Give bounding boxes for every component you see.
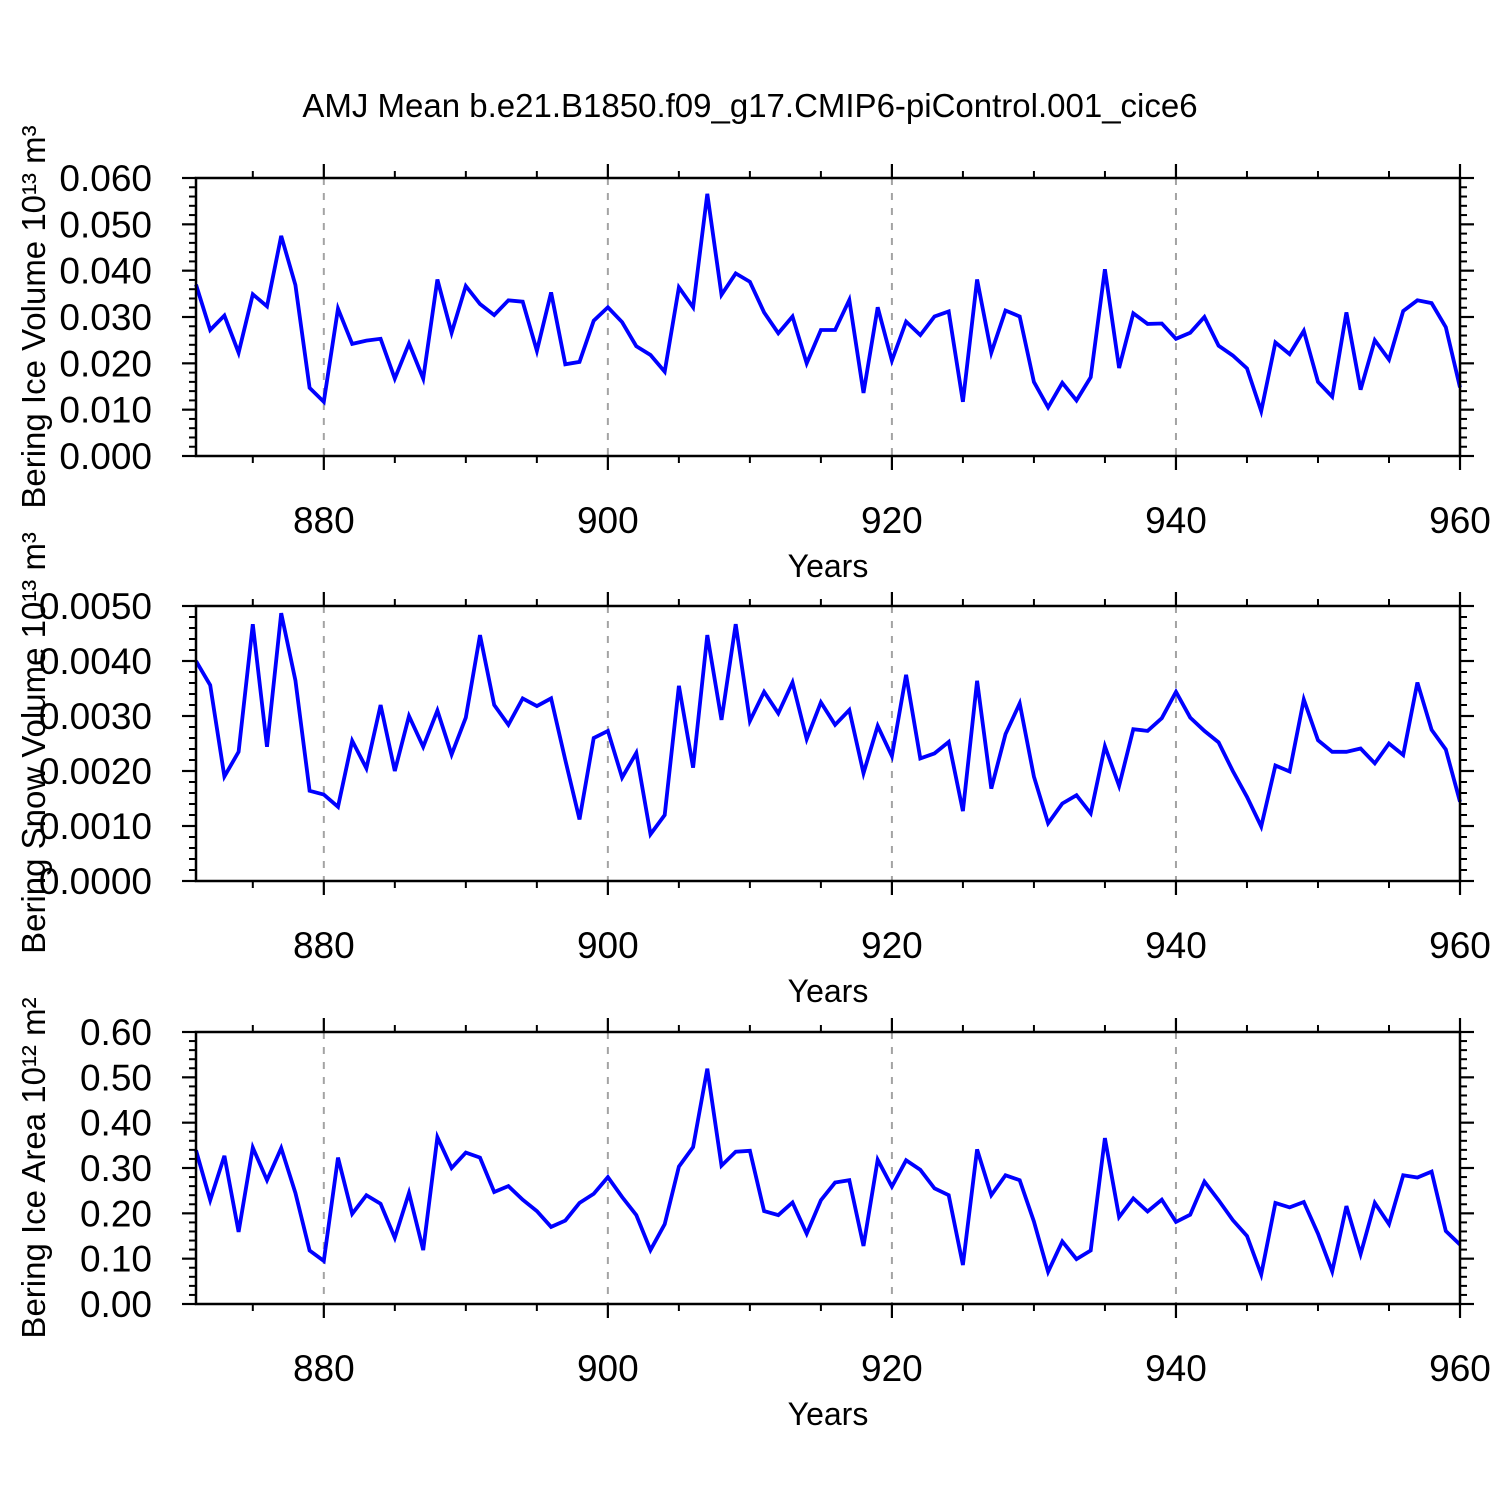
y-tick-label: 0.40	[80, 1103, 152, 1144]
x-tick-label: 920	[861, 925, 923, 966]
y-tick-label: 0.50	[80, 1057, 152, 1098]
x-tick-label: 940	[1145, 500, 1207, 541]
ice-volume-x-axis-title: Years	[788, 548, 869, 584]
x-tick-label: 920	[861, 500, 923, 541]
plot-box	[194, 1030, 1462, 1306]
y-tick-label: 0.0000	[39, 861, 152, 902]
x-tick-label: 960	[1429, 500, 1491, 541]
y-tick-label: 0.10	[80, 1239, 152, 1280]
ice-volume-panel: 880 900 920 940 960 0.000 0.010 0.020 0.030 0.040…	[15, 125, 1491, 584]
y-tick-label: 0.0050	[39, 586, 152, 627]
snow-volume-plot-area: 880 900 920 940 960 0.0000 0.0010 0.0020 0.0030 0…	[39, 586, 1491, 966]
y-tick-label: 0.0040	[39, 641, 152, 682]
data-line	[194, 1068, 1462, 1282]
y-tick-label: 0.010	[59, 390, 152, 431]
y-tick-label: 0.60	[80, 1012, 152, 1053]
data-line	[194, 193, 1462, 419]
ice-area-x-axis-title: Years	[788, 1396, 869, 1432]
x-tick-label: 880	[293, 500, 355, 541]
data-line	[194, 612, 1462, 840]
y-tick-label: 0.30	[80, 1148, 152, 1189]
x-tick-label: 900	[577, 500, 639, 541]
ice-volume-plot-area: 880 900 920 940 960 0.000 0.010 0.020 0.030 0.040…	[59, 158, 1490, 541]
ice-area-panel: 880 900 920 940 960 0.000.10 0.200.300.40 0.500…	[15, 997, 1491, 1432]
y-tick-label: 0.040	[59, 251, 152, 292]
snow-volume-x-axis-title: Years	[788, 973, 869, 1009]
x-tick-label: 880	[293, 925, 355, 966]
ice-area-plot-area: 880 900 920 940 960 0.000.10 0.200.300.40 0.500…	[80, 1012, 1491, 1389]
x-tick-label: 920	[861, 1348, 923, 1389]
y-tick-label: 0.050	[59, 204, 152, 245]
snow-volume-panel: 880 900 920 940 960 0.0000 0.0010 0.0020 0.0030 0…	[15, 532, 1491, 1009]
x-tick-label: 900	[577, 1348, 639, 1389]
ice-area-y-axis-title: Bering Ice Area 10¹² m²	[15, 997, 52, 1338]
x-tick-label: 900	[577, 925, 639, 966]
x-tick-label: 940	[1145, 925, 1207, 966]
x-tick-label: 940	[1145, 1348, 1207, 1389]
y-tick-label: 0.030	[59, 297, 152, 338]
y-tick-label: 0.060	[59, 158, 152, 199]
snow-volume-y-axis-title: Bering Snow Volume 10¹³ m³	[15, 532, 52, 954]
x-tick-label: 960	[1429, 1348, 1491, 1389]
y-tick-label: 0.0010	[39, 806, 152, 847]
y-tick-label: 0.0030	[39, 696, 152, 737]
y-tick-label: 0.20	[80, 1193, 152, 1234]
x-tick-label: 960	[1429, 925, 1491, 966]
plot-box	[194, 176, 1462, 458]
y-tick-label: 0.0020	[39, 751, 152, 792]
y-tick-label: 0.020	[59, 343, 152, 384]
ice-volume-y-axis-title: Bering Ice Volume 10¹³ m³	[15, 125, 52, 508]
y-tick-label: 0.000	[59, 436, 152, 477]
y-tick-label: 0.00	[80, 1284, 152, 1325]
plot-box	[194, 604, 1462, 883]
chart-title: AMJ Mean b.e21.B1850.f09_g17.CMIP6-piCon…	[302, 87, 1197, 124]
x-tick-label: 880	[293, 1348, 355, 1389]
